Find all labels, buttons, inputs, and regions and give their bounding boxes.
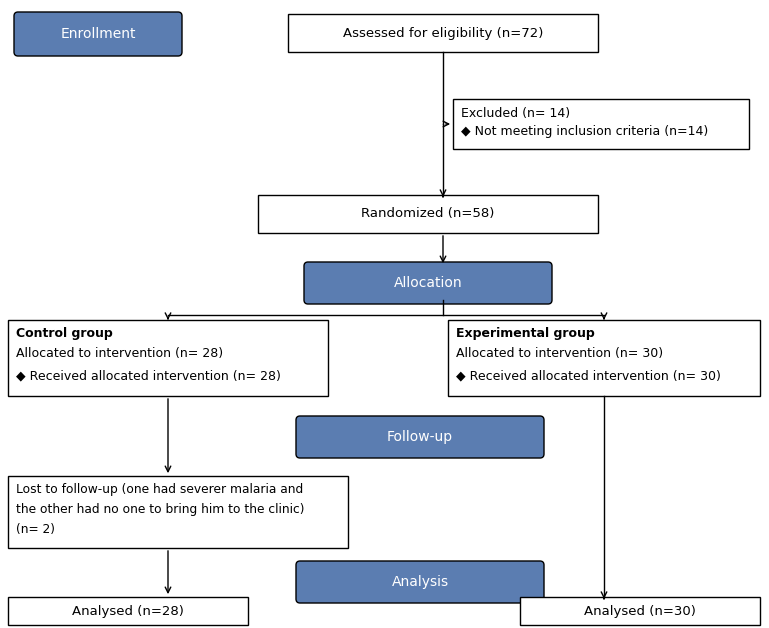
Text: Randomized (n=58): Randomized (n=58) [361, 207, 494, 220]
FancyBboxPatch shape [304, 262, 552, 304]
Text: ◆ Received allocated intervention (n= 28): ◆ Received allocated intervention (n= 28… [16, 369, 281, 382]
Text: Lost to follow-up (one had severer malaria and: Lost to follow-up (one had severer malar… [16, 484, 303, 497]
Text: (n= 2): (n= 2) [16, 524, 55, 536]
Text: ◆ Received allocated intervention (n= 30): ◆ Received allocated intervention (n= 30… [456, 369, 721, 382]
Text: Allocated to intervention (n= 28): Allocated to intervention (n= 28) [16, 347, 223, 360]
Text: Follow-up: Follow-up [387, 430, 453, 444]
FancyBboxPatch shape [14, 12, 182, 56]
Text: Control group: Control group [16, 327, 113, 340]
Text: Assessed for eligibility (n=72): Assessed for eligibility (n=72) [343, 26, 543, 40]
Text: Analysed (n=30): Analysed (n=30) [584, 605, 696, 617]
Text: Analysed (n=28): Analysed (n=28) [72, 605, 184, 617]
Text: Analysis: Analysis [391, 575, 448, 589]
Text: Experimental group: Experimental group [456, 327, 594, 340]
FancyBboxPatch shape [520, 597, 760, 625]
Text: Excluded (n= 14): Excluded (n= 14) [461, 107, 570, 119]
FancyBboxPatch shape [296, 561, 544, 603]
Text: ◆ Not meeting inclusion criteria (n=14): ◆ Not meeting inclusion criteria (n=14) [461, 126, 708, 139]
Text: the other had no one to bring him to the clinic): the other had no one to bring him to the… [16, 502, 305, 516]
FancyBboxPatch shape [288, 14, 598, 52]
FancyBboxPatch shape [8, 320, 328, 396]
FancyBboxPatch shape [8, 476, 348, 548]
FancyBboxPatch shape [453, 99, 749, 149]
FancyBboxPatch shape [448, 320, 760, 396]
Text: Enrollment: Enrollment [60, 27, 136, 41]
FancyBboxPatch shape [8, 597, 248, 625]
Text: Allocation: Allocation [394, 276, 462, 290]
Text: Allocated to intervention (n= 30): Allocated to intervention (n= 30) [456, 347, 663, 360]
FancyBboxPatch shape [258, 195, 598, 233]
FancyBboxPatch shape [296, 416, 544, 458]
